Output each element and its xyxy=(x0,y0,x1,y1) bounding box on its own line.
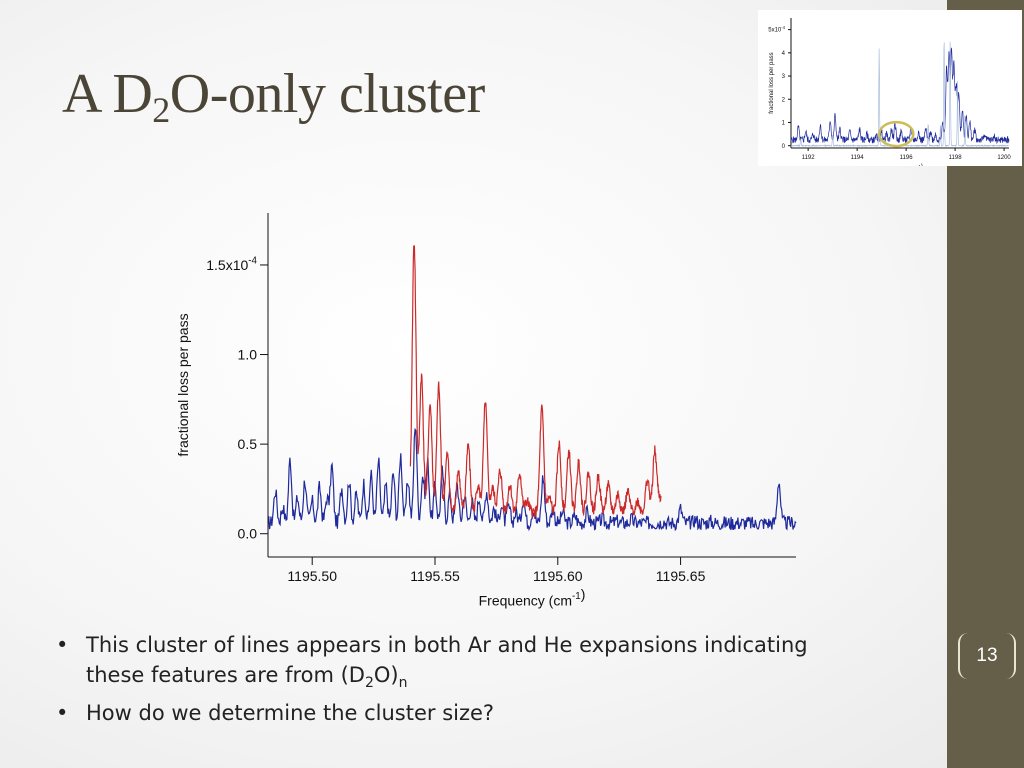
slide-title: A D2O-only cluster xyxy=(62,62,485,131)
x-tick-label: 1195.60 xyxy=(533,568,583,584)
main-chart: 0.0 0.5 1.0 1.5x10-4 1195.50 1195.55 1195.60 11… xyxy=(170,205,820,630)
y-axis-label: fractional loss per pass xyxy=(769,52,775,113)
bullet-sub: 2 xyxy=(364,675,374,692)
page-number: 13 xyxy=(976,645,998,666)
title-part-b: O-only cluster xyxy=(169,63,485,125)
bullet-text: This cluster of lines appears in both Ar… xyxy=(86,633,808,657)
title-subscript: 2 xyxy=(152,90,170,130)
bullet-item: • This cluster of lines appears in both … xyxy=(52,630,808,698)
series-line xyxy=(267,427,797,532)
y-axis-label: fractional loss per pass xyxy=(175,313,191,456)
cluster-spectrum-chart: 0.0 0.5 1.0 1.5x10-4 1195.50 1195.55 1195.60 11… xyxy=(175,213,797,608)
x-axis-label: Frequency (cm-1) xyxy=(479,586,586,608)
y-tick-label: 3 xyxy=(782,74,786,80)
x-tick-label: 1194 xyxy=(851,155,865,161)
overview-thumbnail: 0 1 2 3 4 5x10-4 1192 1194 1196 1198 1200 Frequency… xyxy=(758,10,1022,173)
y-tick-label: 4 xyxy=(782,51,786,57)
bullet-list: • This cluster of lines appears in both … xyxy=(52,630,808,728)
y-tick-label: 1 xyxy=(782,121,786,127)
x-tick-label: 1198 xyxy=(949,155,963,161)
bullet-text-cont2: O) xyxy=(373,663,399,687)
bullet-text: How do we determine the cluster size? xyxy=(86,701,495,726)
bullet-dot: • xyxy=(56,633,69,657)
bullet-sub-n: n xyxy=(398,675,408,692)
x-tick-label: 1196 xyxy=(900,155,914,161)
highlight-circle xyxy=(878,120,915,148)
y-tick-label: 1.0 xyxy=(238,346,258,362)
x-tick-label: 1195.50 xyxy=(287,568,337,584)
page-number-badge: 13 xyxy=(958,633,1016,679)
title-part-a: A D xyxy=(62,63,153,125)
x-tick-label: 1192 xyxy=(802,155,816,161)
x-tick-label: 1200 xyxy=(997,155,1011,161)
y-tick-label: 1.5x10-4 xyxy=(206,256,257,273)
x-axis-label: Frequency (cm-1) xyxy=(877,164,923,166)
y-tick-label: 0.5 xyxy=(238,436,258,452)
overview-spectrum-chart: 0 1 2 3 4 5x10-4 1192 1194 1196 1198 1200 Frequency… xyxy=(768,18,1011,173)
y-tick-label: 0 xyxy=(782,144,786,150)
bullet-dot: • xyxy=(56,701,69,726)
bullet-text-cont: these features are from (D xyxy=(86,663,365,687)
series-line xyxy=(409,245,662,519)
y-tick-label: 0.0 xyxy=(238,526,258,542)
series-line xyxy=(790,47,1010,145)
x-tick-label: 1195.65 xyxy=(656,568,706,584)
x-tick-label: 1195.55 xyxy=(410,568,460,584)
y-tick-label: 2 xyxy=(782,97,786,103)
y-tick-label: 5x10-4 xyxy=(768,25,785,34)
bullet-item: • How do we determine the cluster size? xyxy=(52,698,808,728)
series-line xyxy=(790,41,1009,148)
